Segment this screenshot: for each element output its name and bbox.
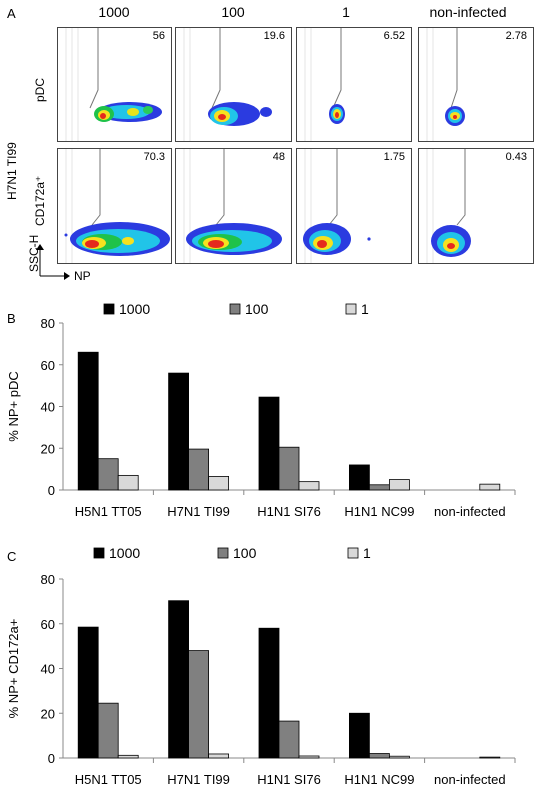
flow-plot-cd172a-1000: 70.3 [57, 148, 172, 264]
x-tick-label: non-infected [434, 772, 506, 787]
bar-1 [388, 755, 410, 759]
group-label: H7N1 TI99 [5, 142, 19, 200]
x-tick-label: H5N1 TT05 [75, 772, 142, 787]
flow-density-graphic [303, 149, 371, 263]
bar-1 [298, 481, 320, 491]
percent-label: 1.75 [383, 151, 405, 163]
legend-label-1000: 1000 [119, 301, 150, 317]
bar-1000 [258, 627, 280, 759]
bar-100 [188, 448, 210, 491]
panel-letter: C [7, 549, 16, 564]
legend-swatch-100 [229, 303, 241, 315]
column-title-non-infected: non-infected [429, 4, 507, 20]
legend-label-1: 1 [361, 301, 369, 317]
bar-1 [117, 754, 139, 759]
column-title-1000: 1000 [98, 4, 130, 20]
row-label-pdc: pDC [33, 77, 47, 102]
flow-plot-pdc-1000: 56 [57, 27, 172, 142]
bar-100 [97, 458, 119, 491]
bar-chart-c: C 1000 100 1 % NP+ CD172a+ 0 20 40 60 80 H5N1 TT05… [6, 545, 516, 787]
bar-100 [368, 753, 390, 759]
bar-1 [208, 476, 230, 491]
panel-letter: B [7, 311, 16, 326]
x-tick-label: H7N1 TI99 [167, 772, 230, 787]
y-tick-label: 80 [41, 316, 55, 331]
panel-a-letter: A [7, 6, 16, 21]
bar-100 [188, 650, 210, 759]
x-tick-label: H5N1 TT05 [75, 504, 142, 519]
legend-swatch-1000 [103, 303, 115, 315]
legend-label-1: 1 [363, 545, 371, 561]
legend-label-100: 100 [245, 301, 269, 317]
percent-label: 6.52 [383, 30, 405, 42]
y-tick-label: 60 [41, 617, 55, 632]
bar-1 [479, 756, 501, 759]
percent-label: 48 [272, 151, 285, 163]
column-title-100: 100 [221, 4, 245, 20]
y-tick-label: 80 [41, 572, 55, 587]
x-tick-label: H1N1 NC99 [344, 504, 414, 519]
flow-plot-pdc-non-infected: 2.78 [418, 27, 534, 142]
y-tick-label: 0 [48, 483, 55, 498]
bar-100 [278, 446, 300, 491]
bar-chart-b: B 1000 100 1 % NP+ pDC 0 20 40 60 80 H5N1 TT05 H7N1… [6, 301, 516, 519]
y-tick-label: 40 [41, 400, 55, 415]
flow-density-graphic [183, 28, 272, 141]
legend-label-1000: 1000 [109, 545, 140, 561]
legend-label-100: 100 [233, 545, 257, 561]
flow-density-graphic [304, 28, 345, 141]
percent-label: 19.6 [263, 30, 285, 42]
y-tick-label: 20 [41, 706, 55, 721]
x-axis-label-np: NP [74, 269, 91, 283]
flow-plot-cd172a-non-infected: 0.43 [418, 148, 534, 264]
bar-1000 [258, 396, 280, 491]
flow-density-graphic [65, 28, 162, 141]
legend-swatch-1 [347, 547, 359, 559]
column-title-1: 1 [342, 4, 350, 20]
flow-density-graphic [183, 149, 282, 263]
bar-1000 [77, 626, 99, 759]
bar-1000 [348, 464, 370, 491]
x-tick-label: H1N1 SI76 [257, 772, 321, 787]
percent-label: 56 [152, 30, 165, 42]
x-tick-label: non-infected [434, 504, 506, 519]
x-tick-label: H1N1 NC99 [344, 772, 414, 787]
flow-density-graphic [64, 149, 170, 263]
bar-1000 [348, 712, 370, 759]
percent-label: 2.78 [505, 30, 527, 42]
bar-100 [278, 720, 300, 759]
y-tick-label: 20 [41, 441, 55, 456]
bar-1 [208, 753, 230, 759]
flow-plot-pdc-1: 6.52 [296, 27, 412, 142]
bar-1000 [168, 372, 190, 491]
axis-arrows [36, 244, 70, 280]
y-tick-label: 60 [41, 358, 55, 373]
y-tick-label: 0 [48, 751, 55, 766]
legend-swatch-1 [345, 303, 357, 315]
percent-label: 70.3 [143, 151, 165, 163]
bar-100 [97, 702, 119, 759]
bar-1 [479, 483, 501, 491]
y-axis-label: % NP+ pDC [6, 371, 21, 441]
flow-density-graphic [426, 149, 471, 263]
flow-plot-cd172a-1: 1.75 [296, 148, 412, 264]
y-axis-label-ssc: SSC-H [27, 234, 41, 272]
x-tick-label: H1N1 SI76 [257, 504, 321, 519]
flow-plot-cd172a-100: 48 [175, 148, 292, 264]
legend-swatch-100 [217, 547, 229, 559]
bar-1 [117, 474, 139, 491]
legend-swatch-1000 [93, 547, 105, 559]
y-axis-label: % NP+ CD172a+ [6, 619, 21, 719]
flow-density-graphic [426, 28, 465, 141]
x-tick-label: H7N1 TI99 [167, 504, 230, 519]
bar-1 [298, 755, 320, 759]
row-label-cd172a: CD172a⁺ [33, 175, 47, 226]
bar-1 [388, 479, 410, 491]
y-tick-label: 40 [41, 662, 55, 677]
bar-1000 [168, 600, 190, 759]
flow-plot-pdc-100: 19.6 [175, 27, 292, 142]
bar-100 [368, 484, 390, 491]
bar-1000 [77, 351, 99, 491]
percent-label: 0.43 [505, 151, 527, 163]
